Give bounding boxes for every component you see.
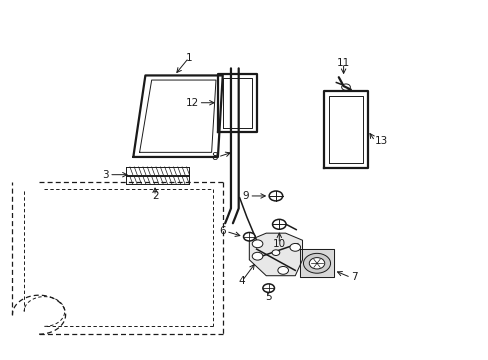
Text: 8: 8 [211, 152, 218, 162]
Polygon shape [249, 233, 302, 276]
Text: 11: 11 [336, 58, 349, 68]
Text: 9: 9 [242, 191, 249, 201]
Circle shape [263, 284, 274, 292]
Circle shape [289, 243, 300, 251]
Circle shape [272, 219, 285, 229]
Text: 13: 13 [374, 136, 387, 146]
Text: 10: 10 [272, 239, 285, 249]
Polygon shape [300, 249, 333, 278]
Text: 3: 3 [102, 170, 109, 180]
Text: 1: 1 [185, 53, 192, 63]
Circle shape [271, 250, 279, 256]
Text: 5: 5 [265, 292, 271, 302]
Text: 2: 2 [151, 191, 158, 201]
Text: 4: 4 [238, 276, 245, 286]
Text: 12: 12 [185, 98, 198, 108]
Circle shape [252, 252, 263, 260]
Circle shape [252, 240, 263, 248]
Circle shape [268, 191, 282, 201]
Circle shape [277, 266, 288, 274]
Text: 7: 7 [350, 273, 357, 283]
Circle shape [243, 233, 255, 241]
Circle shape [308, 258, 324, 269]
Text: 6: 6 [219, 226, 225, 237]
Circle shape [303, 253, 330, 273]
